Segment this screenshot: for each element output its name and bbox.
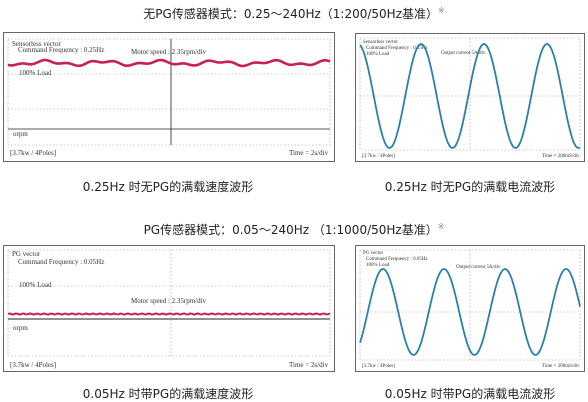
current-wave [359, 268, 581, 356]
load: 100% Load [366, 263, 390, 268]
time: Time = 2s/div [289, 361, 329, 369]
command: Command Frequency : 0.05Hz [18, 258, 104, 266]
spec: [3.7kw / 4Poles] [10, 149, 56, 157]
command: Command Frequency : 0.05Hz [366, 257, 428, 262]
speed-scope: Sensorless vector Command Frequency : 0.… [3, 32, 335, 162]
zero-label: orpm [13, 130, 28, 138]
mode: PG vector [363, 251, 383, 256]
scale: Motor speed : 2.35rpm/div [131, 48, 207, 56]
speed-wave [7, 58, 331, 68]
scale: Output current 5A/div [456, 265, 501, 270]
load: 100% Load [19, 69, 52, 77]
command: Command Frequency : 0.25Hz [18, 46, 104, 54]
title-text: PG传感器模式：0.05～240Hz （1:1000/50Hz基准） [143, 223, 438, 237]
section-title: 无PG传感器模式：0.25～240Hz（1:200/50Hz基准）※ [0, 5, 588, 22]
mode: PG vector [12, 250, 41, 258]
spec: [3.7kw / 4Poles] [10, 361, 56, 369]
caption: 0.25Hz 时无PG的满载电流波形 [384, 180, 556, 194]
spec: [3.7kw / 4Poles] [362, 364, 395, 369]
load: 100% Load [366, 52, 390, 57]
time: Time = 2s/div [289, 149, 329, 157]
scale: Output current 5A/div [441, 51, 486, 56]
note: ※ [438, 6, 445, 15]
zero-label: orpm [13, 324, 28, 332]
spec: [3.7kw / 4Poles] [362, 154, 395, 159]
current-scope: Sensorless vector Command Frequency : 0.… [355, 33, 585, 162]
command: Command Frequency : 0.25Hz [366, 46, 428, 51]
speed-scope: PG vector Command Frequency : 0.05Hz 100… [3, 245, 335, 372]
time: Time = 200mS/div [542, 364, 580, 369]
time: Time = 200mS/div [542, 154, 580, 159]
current-wave [359, 43, 581, 149]
load: 100% Load [19, 281, 52, 289]
mode: Sensorless vector [363, 40, 398, 45]
caption: 0.05Hz 时带PG的满载电流波形 [384, 387, 556, 401]
current-scope: PG vector Command Frequency : 0.05Hz 100… [355, 245, 585, 372]
caption: 0.05Hz 时带PG的满载速度波形 [82, 387, 254, 401]
section-title: PG传感器模式：0.05～240Hz （1:1000/50Hz基准）※ [0, 221, 588, 238]
note: ※ [437, 222, 445, 231]
speed-wave [7, 312, 331, 316]
scale: Motor speed : 2.35rpm/div [131, 297, 207, 305]
caption: 0.25Hz 时无PG的满载速度波形 [82, 180, 254, 194]
mode: Sensorless vector [12, 40, 61, 48]
title-text: 无PG传感器模式：0.25～240Hz（1:200/50Hz基准） [143, 7, 438, 21]
